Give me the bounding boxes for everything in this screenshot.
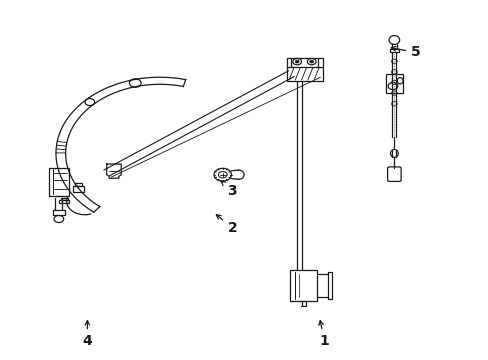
Bar: [75, 183, 81, 186]
Bar: [385, 74, 402, 93]
Bar: [61, 198, 67, 200]
Text: 1: 1: [318, 320, 328, 348]
Bar: [59, 200, 69, 203]
Bar: [290, 270, 316, 301]
Circle shape: [295, 60, 299, 63]
Text: 5: 5: [390, 45, 420, 59]
Text: 2: 2: [216, 215, 237, 235]
Text: 4: 4: [82, 321, 92, 348]
Bar: [286, 58, 322, 81]
Bar: [49, 168, 69, 196]
Bar: [73, 186, 83, 192]
Circle shape: [309, 60, 313, 63]
Text: 3: 3: [221, 181, 237, 198]
